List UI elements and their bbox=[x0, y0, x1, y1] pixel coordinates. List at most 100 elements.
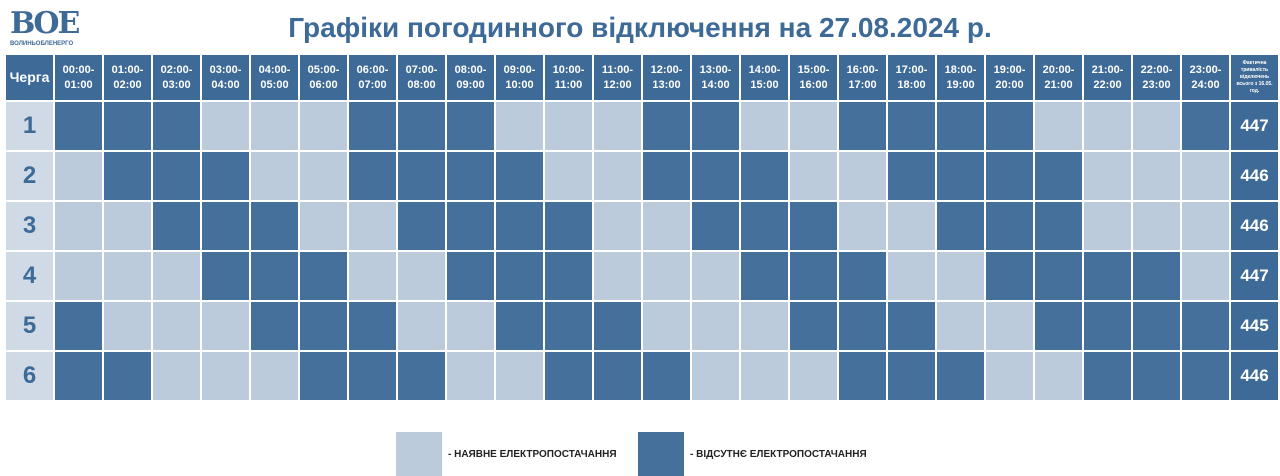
power-absent-cell bbox=[545, 352, 592, 400]
power-absent-cell bbox=[692, 202, 739, 250]
total-duration-value: 446 bbox=[1231, 152, 1278, 200]
power-available-cell bbox=[251, 152, 298, 200]
power-absent-cell bbox=[202, 152, 249, 200]
power-absent-cell bbox=[839, 302, 886, 350]
hour-column-header: 05:00-06:00 bbox=[300, 55, 347, 100]
power-available-cell bbox=[202, 102, 249, 150]
hour-column-header: 17:00-18:00 bbox=[888, 55, 935, 100]
hour-column-header: 02:00-03:00 bbox=[153, 55, 200, 100]
power-available-cell bbox=[741, 352, 788, 400]
power-available-cell bbox=[741, 302, 788, 350]
power-available-cell bbox=[986, 302, 1033, 350]
power-available-cell bbox=[839, 202, 886, 250]
power-available-cell bbox=[741, 102, 788, 150]
power-available-cell bbox=[300, 152, 347, 200]
power-absent-cell bbox=[153, 102, 200, 150]
power-available-cell bbox=[251, 352, 298, 400]
hour-column-header: 06:00-07:00 bbox=[349, 55, 396, 100]
table-row: 2 446 bbox=[6, 152, 1278, 200]
power-absent-cell bbox=[1182, 102, 1229, 150]
hour-column-header: 07:00-08:00 bbox=[398, 55, 445, 100]
power-absent-cell bbox=[398, 352, 445, 400]
power-available-cell bbox=[594, 252, 641, 300]
power-absent-cell bbox=[251, 302, 298, 350]
hour-column-header: 03:00-04:00 bbox=[202, 55, 249, 100]
power-absent-cell bbox=[937, 352, 984, 400]
power-available-cell bbox=[1035, 352, 1082, 400]
queue-number: 1 bbox=[6, 102, 53, 150]
power-available-cell bbox=[1084, 152, 1131, 200]
power-available-cell bbox=[496, 102, 543, 150]
power-absent-cell bbox=[496, 302, 543, 350]
power-available-cell bbox=[1133, 202, 1180, 250]
power-available-cell bbox=[1133, 102, 1180, 150]
power-absent-cell bbox=[349, 302, 396, 350]
power-absent-cell bbox=[594, 302, 641, 350]
power-absent-cell bbox=[741, 152, 788, 200]
hour-column-header: 11:00-12:00 bbox=[594, 55, 641, 100]
logo-caption: ВОЛИНЬОБЛЕНЕРГО bbox=[10, 41, 74, 47]
power-available-cell bbox=[398, 252, 445, 300]
hour-column-header: 18:00-19:00 bbox=[937, 55, 984, 100]
hour-column-header: 19:00-20:00 bbox=[986, 55, 1033, 100]
legend-available-swatch bbox=[396, 432, 442, 476]
outage-schedule-table: Черга 00:00-01:00 01:00-02:00 02:00-03:00 0… bbox=[4, 53, 1280, 402]
queue-column-header: Черга bbox=[6, 55, 53, 100]
power-available-cell bbox=[202, 302, 249, 350]
power-available-cell bbox=[643, 252, 690, 300]
power-absent-cell bbox=[104, 152, 151, 200]
power-available-cell bbox=[545, 152, 592, 200]
power-absent-cell bbox=[251, 252, 298, 300]
power-absent-cell bbox=[349, 352, 396, 400]
power-absent-cell bbox=[692, 102, 739, 150]
power-absent-cell bbox=[55, 102, 102, 150]
power-absent-cell bbox=[937, 102, 984, 150]
power-available-cell bbox=[447, 352, 494, 400]
hour-column-header: 04:00-05:00 bbox=[251, 55, 298, 100]
legend-absent-swatch bbox=[638, 432, 684, 476]
power-absent-cell bbox=[447, 202, 494, 250]
power-absent-cell bbox=[1133, 352, 1180, 400]
power-absent-cell bbox=[545, 302, 592, 350]
power-absent-cell bbox=[398, 202, 445, 250]
queue-number: 4 bbox=[6, 252, 53, 300]
power-absent-cell bbox=[839, 102, 886, 150]
hour-column-header: 10:00-11:00 bbox=[545, 55, 592, 100]
power-absent-cell bbox=[55, 302, 102, 350]
power-absent-cell bbox=[496, 252, 543, 300]
power-available-cell bbox=[545, 102, 592, 150]
power-absent-cell bbox=[300, 252, 347, 300]
power-absent-cell bbox=[496, 152, 543, 200]
power-absent-cell bbox=[1035, 252, 1082, 300]
power-available-cell bbox=[349, 252, 396, 300]
power-absent-cell bbox=[888, 152, 935, 200]
power-available-cell bbox=[594, 202, 641, 250]
legend-available: - НАЯВНЕ ЕЛЕКТРОПОСТАЧАННЯ bbox=[396, 432, 617, 476]
power-absent-cell bbox=[790, 202, 837, 250]
power-available-cell bbox=[153, 352, 200, 400]
hour-column-header: 16:00-17:00 bbox=[839, 55, 886, 100]
legend-absent: - ВІДСУТНЄ ЕЛЕКТРОПОСТАЧАННЯ bbox=[638, 432, 867, 476]
power-available-cell bbox=[692, 302, 739, 350]
table-row: 1 447 bbox=[6, 102, 1278, 150]
power-absent-cell bbox=[888, 302, 935, 350]
power-absent-cell bbox=[447, 102, 494, 150]
power-absent-cell bbox=[1133, 302, 1180, 350]
power-available-cell bbox=[251, 102, 298, 150]
total-duration-column-header: Фактична тривалість відключень всього з … bbox=[1231, 55, 1278, 100]
legend-absent-label: - ВІДСУТНЄ ЕЛЕКТРОПОСТАЧАННЯ bbox=[690, 448, 867, 460]
power-available-cell bbox=[447, 302, 494, 350]
power-available-cell bbox=[1182, 152, 1229, 200]
power-absent-cell bbox=[643, 152, 690, 200]
power-absent-cell bbox=[790, 302, 837, 350]
power-available-cell bbox=[55, 202, 102, 250]
power-available-cell bbox=[496, 352, 543, 400]
power-available-cell bbox=[55, 152, 102, 200]
power-available-cell bbox=[202, 352, 249, 400]
hour-column-header: 20:00-21:00 bbox=[1035, 55, 1082, 100]
total-duration-value: 446 bbox=[1231, 202, 1278, 250]
power-available-cell bbox=[104, 202, 151, 250]
power-available-cell bbox=[1084, 202, 1131, 250]
power-absent-cell bbox=[447, 252, 494, 300]
power-available-cell bbox=[1182, 202, 1229, 250]
